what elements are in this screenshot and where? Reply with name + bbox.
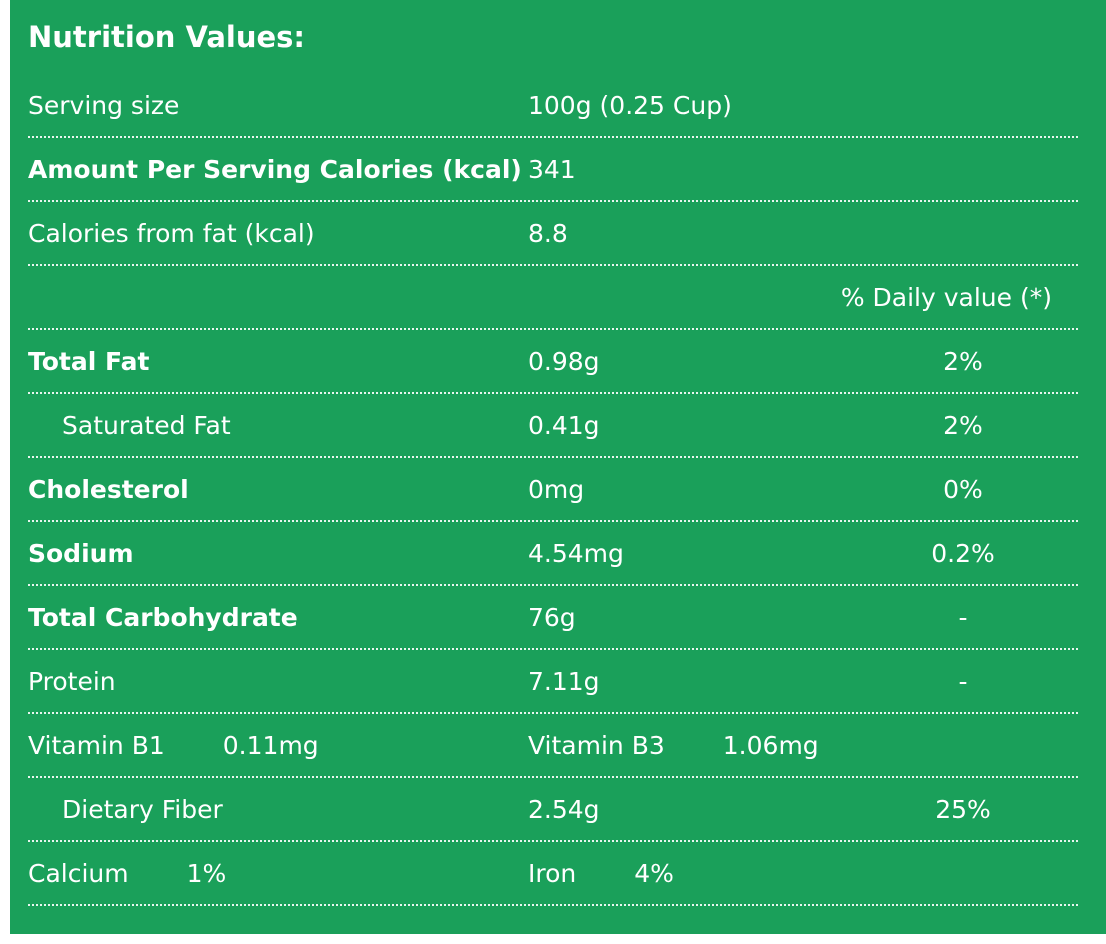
row-dietary-fiber: Dietary Fiber 2.54g 25% [28,778,1078,842]
daily-value-header: % Daily value (*) [840,282,1052,312]
nutrient-name: Iron [528,858,577,888]
nutrient-daily-value: 0.2% [931,538,995,568]
nutrient-daily-value: 25% [935,794,991,824]
title-block: Nutrition Values: [28,0,1078,74]
iron-pair: Iron 4% [528,859,1078,888]
nutrient-name: Calcium [28,858,129,888]
nutrient-amount: 8.8 [528,218,568,248]
nutrient-daily-value: 2% [943,410,983,440]
nutrient-name: Total Carbohydrate [28,602,298,632]
row-cholesterol: Cholesterol 0mg 0% [28,458,1078,522]
nutrient-daily-value: - [958,602,968,632]
row-calories-from-fat: Calories from fat (kcal) 8.8 [28,202,1078,266]
nutrient-name: Protein [28,666,116,696]
daily-value-header-row: % Daily value (*) [28,266,1078,330]
nutrient-amount: 7.11g [528,666,600,696]
nutrient-name: Cholesterol [28,474,189,504]
nutrient-amount: 0mg [528,474,585,504]
row-calories: Amount Per Serving Calories (kcal) 341 [28,138,1078,202]
nutrient-name: Total Fat [28,346,150,376]
row-total-fat: Total Fat 0.98g 2% [28,330,1078,394]
nutrient-amount: 0.11mg [222,730,319,760]
row-serving-size: Serving size 100g (0.25 Cup) [28,74,1078,138]
row-vitamins: Vitamin B1 0.11mg Vitamin B3 1.06mg [28,714,1078,778]
nutrient-daily-value: - [958,666,968,696]
nutrient-daily-value: 0% [943,474,983,504]
nutrient-amount: 341 [528,154,576,184]
nutrient-amount: 76g [528,602,576,632]
nutrient-amount: 1% [186,858,227,888]
nutrient-amount: 0.41g [528,410,600,440]
calcium-pair: Calcium 1% [28,859,528,888]
nutrient-amount: 2.54g [528,794,600,824]
page-title: Nutrition Values: [28,20,306,54]
row-minerals: Calcium 1% Iron 4% [28,842,1078,906]
vitamin-b3-pair: Vitamin B3 1.06mg [528,731,1078,760]
nutrient-amount: 0.98g [528,346,600,376]
nutrient-name: Serving size [28,90,180,120]
nutrient-name: Amount Per Serving Calories (kcal) [28,154,522,184]
nutrition-values-panel: Nutrition Values: Serving size 100g (0.2… [10,0,1106,934]
nutrient-name: Sodium [28,538,134,568]
nutrient-amount: 100g (0.25 Cup) [528,90,732,120]
nutrient-amount: 4.54mg [528,538,624,568]
row-sodium: Sodium 4.54mg 0.2% [28,522,1078,586]
nutrient-name: Calories from fat (kcal) [28,218,315,248]
nutrient-amount: 4% [634,858,674,888]
nutrient-daily-value: 2% [943,346,983,376]
nutrient-name: Dietary Fiber [62,794,223,824]
nutrient-name: Vitamin B1 [28,730,165,760]
vitamin-b1-pair: Vitamin B1 0.11mg [28,731,528,760]
nutrient-name: Vitamin B3 [528,730,665,760]
row-total-carbohydrate: Total Carbohydrate 76g - [28,586,1078,650]
row-protein: Protein 7.11g - [28,650,1078,714]
bottom-spacer [28,906,1078,934]
row-saturated-fat: Saturated Fat 0.41g 2% [28,394,1078,458]
nutrient-name: Saturated Fat [62,410,231,440]
nutrient-amount: 1.06mg [722,730,819,760]
